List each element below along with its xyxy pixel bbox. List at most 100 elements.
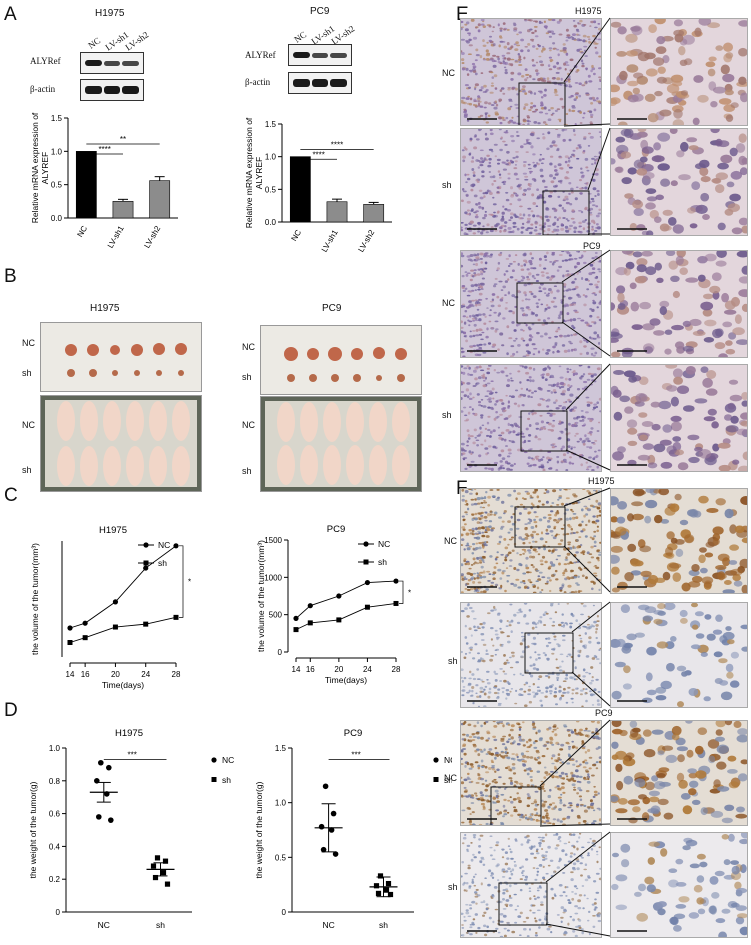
data-point-sh	[373, 883, 380, 889]
data-point-sh	[154, 855, 161, 861]
y-axis-label: Relative mRNA expression of	[244, 117, 254, 228]
legend-marker	[433, 757, 439, 763]
chart-title: H1975	[115, 728, 143, 739]
series-line-NC	[295, 580, 397, 619]
data-point-sh	[387, 891, 394, 898]
row-label: ALYRef	[245, 50, 276, 60]
data-point-NC	[336, 593, 342, 599]
y-tick-label: 0	[56, 908, 61, 917]
x-tick-label: LV-sh1	[320, 228, 340, 254]
blot-actin	[288, 72, 352, 94]
mice-photo-pc9	[260, 396, 422, 492]
ihc-f-title: H1975	[588, 476, 615, 486]
row-label: NC	[242, 342, 255, 352]
y-tick-label: 500	[269, 611, 283, 620]
data-point-sh	[383, 887, 390, 893]
sig-label: ****	[331, 140, 343, 149]
data-point-sh	[152, 874, 159, 881]
legend-label: NC	[222, 755, 234, 765]
sig-label: ***	[351, 750, 360, 759]
legend-marker	[363, 541, 369, 547]
row-label: sh	[448, 656, 458, 666]
x-tick-label: NC	[289, 228, 303, 243]
data-point-sh	[364, 604, 370, 610]
y-axis-label: the volume of the tumor(mm³)	[30, 543, 40, 655]
ihc-e-title: PC9	[583, 241, 601, 251]
row-label: NC	[22, 420, 35, 430]
y-tick-label: 1000	[264, 573, 282, 582]
panel-letter-d: D	[4, 700, 18, 721]
x-tick-label: 20	[334, 665, 343, 674]
y-tick-label: 0.8	[49, 777, 61, 786]
y-tick-label: 0.5	[265, 185, 277, 194]
legend-label: sh	[378, 557, 387, 567]
blot-alyref	[80, 52, 144, 74]
bar	[149, 180, 171, 219]
micrograph	[460, 250, 602, 358]
chart-title: PC9	[327, 524, 345, 535]
sig-bracket	[399, 580, 404, 604]
y-tick-label: 0.5	[51, 181, 63, 190]
y-tick-label: 1.0	[51, 147, 63, 156]
y-axis-label: Relative mRNA expression of	[30, 112, 40, 223]
data-point-sh	[293, 627, 299, 633]
micrograph	[610, 128, 748, 236]
y-tick-label: 1.0	[275, 799, 287, 808]
y-tick-label: 0.4	[49, 842, 61, 851]
x-tick-label: NC	[322, 920, 334, 930]
data-point-NC	[108, 817, 114, 823]
micrograph	[610, 832, 748, 938]
row-label: sh	[22, 465, 32, 475]
data-point-sh	[150, 863, 157, 869]
micrograph	[460, 720, 602, 826]
bar	[326, 201, 348, 223]
panel-letter-c: C	[4, 485, 18, 506]
y-tick-label: 1500	[264, 536, 282, 545]
sig-label: ****	[312, 150, 324, 159]
row-label: NC	[22, 338, 35, 348]
data-point-NC	[293, 615, 299, 621]
xeno-title: PC9	[322, 303, 342, 314]
legend-label: NC	[158, 540, 170, 550]
x-tick-label: 24	[363, 665, 372, 674]
data-point-sh	[160, 870, 167, 876]
row-label: sh	[22, 368, 32, 378]
bar	[112, 201, 134, 219]
blot-title: H1975	[95, 8, 125, 19]
legend-marker	[433, 777, 439, 782]
data-point-NC	[173, 543, 179, 549]
micrograph	[460, 832, 602, 938]
chart-a-pc9: 0.0 0.5 1.0 1.5 NC LV-sh1 LV-sh2 **** **** Relati…	[244, 117, 392, 254]
legend-label: sh	[222, 775, 231, 785]
data-point-sh	[162, 858, 169, 864]
y-tick-label: 0.2	[49, 875, 61, 884]
row-label: NC	[242, 420, 255, 430]
x-tick-label: sh	[156, 920, 165, 930]
y-tick-label: 0.5	[275, 853, 287, 862]
chart-c-h1975: H1975 14 16 20 24 28 Time(days) the volume of t…	[30, 525, 191, 690]
x-tick-label: 20	[111, 670, 120, 679]
data-point-NC	[322, 783, 329, 790]
xeno-title: H1975	[90, 303, 120, 314]
data-point-NC	[96, 814, 102, 820]
legend-label: sh	[158, 558, 167, 568]
row-label: NC	[444, 536, 457, 546]
legend-marker	[211, 777, 217, 782]
row-label: NC	[442, 68, 455, 78]
data-point-NC	[318, 823, 325, 830]
ihc-f-title: PC9	[595, 708, 613, 718]
data-point-sh	[377, 873, 384, 879]
legend-label: NC	[444, 755, 452, 765]
micrograph	[610, 602, 748, 708]
blot-actin	[80, 79, 144, 101]
tumor-photo-h1975	[40, 322, 202, 392]
micrograph	[610, 364, 748, 472]
y-tick-label: 0	[282, 908, 287, 917]
y-tick-label: 0.6	[49, 810, 61, 819]
x-tick-label: 28	[392, 665, 401, 674]
x-tick-label: sh	[379, 920, 388, 930]
micrograph	[610, 488, 748, 594]
row-label: sh	[242, 466, 252, 476]
sig-label: ****	[98, 145, 110, 154]
legend-marker	[143, 560, 149, 566]
